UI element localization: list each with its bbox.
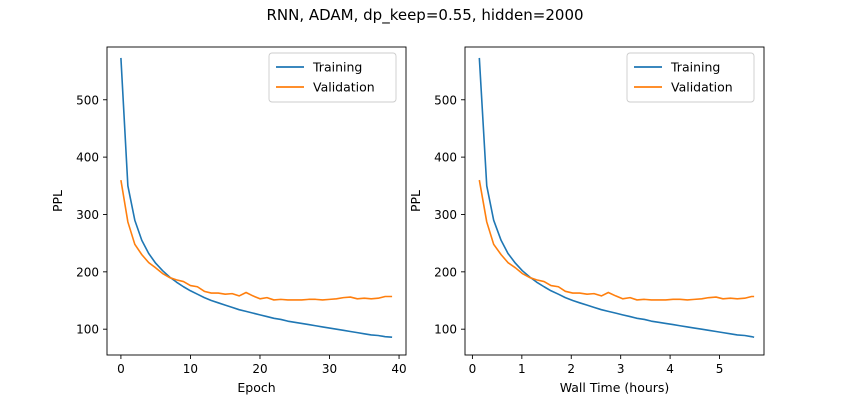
figure-title: RNN, ADAM, dp_keep=0.55, hidden=2000 xyxy=(266,6,583,25)
x-tick-label: 1 xyxy=(518,362,526,376)
y-tick-label: 400 xyxy=(434,151,457,165)
y-tick-label: 200 xyxy=(434,265,457,279)
legend-label-training: Training xyxy=(312,60,362,75)
legend-box xyxy=(268,52,397,103)
chart-panel-1: 0 10 20 30 40 100 200 300 400 500 Epoch PPL Training… xyxy=(50,46,407,395)
legend: Training Validation xyxy=(626,52,755,103)
x-tick-label: 40 xyxy=(391,362,406,376)
y-tick-label: 100 xyxy=(76,323,99,337)
legend: Training Validation xyxy=(268,52,397,103)
x-tick-label: 0 xyxy=(469,362,477,376)
x-axis-label: Epoch xyxy=(237,380,275,395)
y-tick-label: 500 xyxy=(76,93,99,107)
y-tick-label: 100 xyxy=(434,323,457,337)
y-tick-label: 400 xyxy=(76,151,99,165)
legend-box xyxy=(626,52,755,103)
y-axis-label: PPL xyxy=(408,190,423,212)
y-tick-label: 500 xyxy=(434,93,457,107)
y-tick-label: 300 xyxy=(76,208,99,222)
x-tick-label: 20 xyxy=(252,362,267,376)
chart-panel-2: 0 1 2 3 4 5 100 200 300 400 500 Wall Time (hours) PP… xyxy=(408,46,765,395)
legend-label-training: Training xyxy=(670,60,720,75)
x-tick-label: 4 xyxy=(666,362,674,376)
legend-label-validation: Validation xyxy=(313,80,375,95)
legend-label-validation: Validation xyxy=(671,80,733,95)
x-tick-label: 30 xyxy=(322,362,337,376)
x-axis-label: Wall Time (hours) xyxy=(560,380,670,395)
x-tick-label: 0 xyxy=(117,362,125,376)
plot-frame xyxy=(464,46,765,356)
y-axis-label: PPL xyxy=(50,190,65,212)
y-tick-label: 200 xyxy=(76,265,99,279)
x-tick-label: 10 xyxy=(183,362,198,376)
plot-frame xyxy=(106,46,407,356)
series-line-training xyxy=(120,57,393,339)
y-tick-label: 300 xyxy=(434,208,457,222)
x-tick-label: 5 xyxy=(716,362,724,376)
x-tick-label: 3 xyxy=(617,362,625,376)
series-line-validation xyxy=(120,179,393,301)
series-line-training xyxy=(478,57,755,338)
series-line-validation xyxy=(478,179,755,301)
x-tick-label: 2 xyxy=(567,362,575,376)
